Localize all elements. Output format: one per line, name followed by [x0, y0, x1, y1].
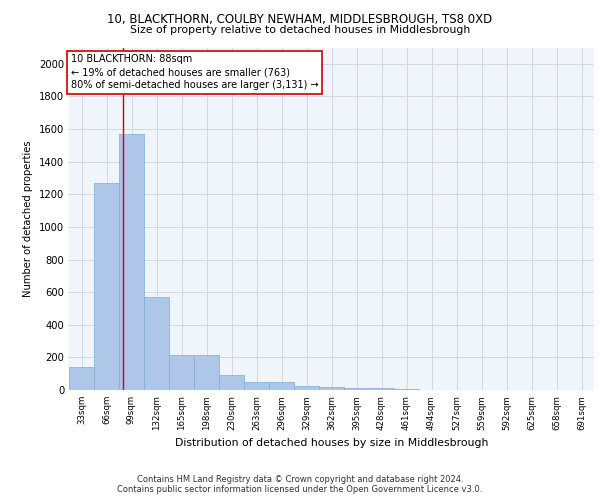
Text: Contains HM Land Registry data © Crown copyright and database right 2024.: Contains HM Land Registry data © Crown c…: [137, 475, 463, 484]
Bar: [319, 386, 344, 390]
Bar: [269, 382, 294, 390]
Text: Contains public sector information licensed under the Open Government Licence v3: Contains public sector information licen…: [118, 485, 482, 494]
Bar: [344, 388, 369, 390]
Bar: [219, 374, 244, 390]
Y-axis label: Number of detached properties: Number of detached properties: [23, 140, 34, 297]
X-axis label: Distribution of detached houses by size in Middlesbrough: Distribution of detached houses by size …: [175, 438, 488, 448]
Bar: [194, 355, 219, 390]
Text: 10 BLACKTHORN: 88sqm
← 19% of detached houses are smaller (763)
80% of semi-deta: 10 BLACKTHORN: 88sqm ← 19% of detached h…: [71, 54, 319, 90]
Bar: [244, 382, 269, 390]
Bar: [119, 134, 144, 390]
Text: Size of property relative to detached houses in Middlesbrough: Size of property relative to detached ho…: [130, 25, 470, 35]
Bar: [369, 388, 394, 390]
Bar: [294, 386, 319, 390]
Bar: [394, 389, 419, 390]
Text: 10, BLACKTHORN, COULBY NEWHAM, MIDDLESBROUGH, TS8 0XD: 10, BLACKTHORN, COULBY NEWHAM, MIDDLESBR…: [107, 12, 493, 26]
Bar: [69, 367, 94, 390]
Bar: [144, 297, 169, 390]
Bar: [169, 355, 194, 390]
Bar: [94, 183, 119, 390]
